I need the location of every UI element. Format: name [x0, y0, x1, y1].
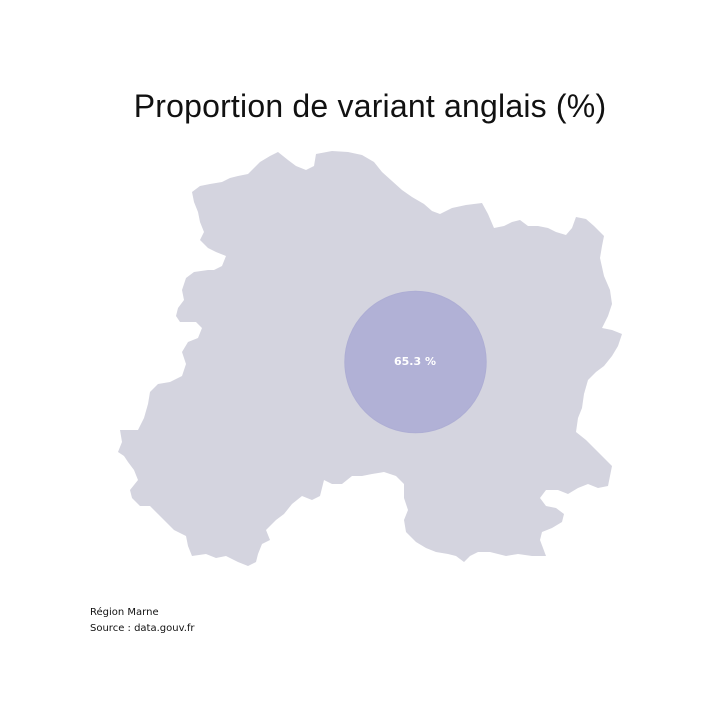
region-caption: Région Marne: [90, 607, 159, 618]
value-bubble: [344, 290, 487, 434]
value-bubble-label: 65.3 %: [394, 355, 436, 368]
source-caption: Source : data.gouv.fr: [90, 623, 195, 634]
map-title: Proportion de variant anglais (%): [133, 88, 607, 124]
